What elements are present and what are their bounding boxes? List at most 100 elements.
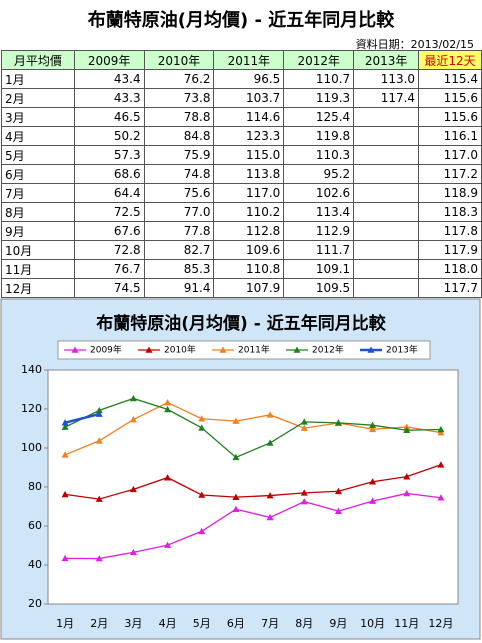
table-cell: 115.4 xyxy=(418,69,482,89)
point-marker xyxy=(164,541,172,548)
point-marker xyxy=(129,485,137,493)
legend-marker xyxy=(293,346,301,353)
point-marker xyxy=(198,491,206,498)
point-marker xyxy=(266,513,274,521)
page-title: 布蘭特原油(月均價) - 近五年同月比較 xyxy=(87,10,395,31)
table-cell: 75.9 xyxy=(143,145,215,165)
x-tick-label: 12月 xyxy=(428,617,453,630)
table-cell: 82.7 xyxy=(143,240,215,260)
table-cell: 117.9 xyxy=(418,240,482,260)
x-tick-label: 9月 xyxy=(329,617,347,630)
table-cell xyxy=(353,221,420,241)
point-marker xyxy=(95,555,103,562)
y-tick-label: 120 xyxy=(21,402,42,415)
table-cell: 119.3 xyxy=(283,88,355,108)
table-cell: 109.5 xyxy=(283,278,355,298)
point-marker xyxy=(403,423,411,430)
table-cell: 117.8 xyxy=(418,221,482,241)
table-cell: 85.3 xyxy=(143,259,215,279)
point-marker xyxy=(95,410,103,417)
table-cell: 112.9 xyxy=(283,221,355,241)
table-row: 月平均價 2009年 2010年 2011年 2012年 2013年 最近12天 xyxy=(1,50,482,70)
table-cell: 117.0 xyxy=(213,183,285,203)
table-cell: 5月 xyxy=(1,145,75,165)
table-cell: 12月 xyxy=(1,278,75,298)
table-cell: 11月 xyxy=(1,259,75,279)
point-marker xyxy=(232,505,240,513)
table-cell: 2009年 xyxy=(73,50,145,70)
point-marker xyxy=(403,426,411,434)
table-cell: 64.4 xyxy=(73,183,145,203)
x-tick-label: 7月 xyxy=(261,617,279,630)
plot-area xyxy=(47,369,459,605)
table-cell xyxy=(353,126,420,146)
table-row: 4月 50.2 84.8 123.3 119.8 116.1 xyxy=(1,126,482,146)
table-cell: 76.2 xyxy=(143,69,215,89)
table-cell: 74.5 xyxy=(73,278,145,298)
table-row: 3月 46.5 78.8 114.6 125.4 115.6 xyxy=(1,107,482,127)
x-tick-label: 5月 xyxy=(193,617,211,630)
point-marker xyxy=(129,394,137,402)
table-cell: 43.3 xyxy=(73,88,145,108)
point-marker xyxy=(300,498,308,505)
table-cell: 95.2 xyxy=(283,164,355,184)
table-cell: 8月 xyxy=(1,202,75,222)
table-cell: 113.0 xyxy=(353,69,420,89)
table-cell: 68.6 xyxy=(73,164,145,184)
table-cell xyxy=(353,240,420,260)
point-marker xyxy=(61,423,69,430)
table-cell: 125.4 xyxy=(283,107,355,127)
table-cell: 4月 xyxy=(1,126,75,146)
table-row: 1月 43.4 76.2 96.5 110.7 113.0 115.4 xyxy=(1,69,482,89)
point-marker xyxy=(198,424,206,431)
table-row: 12月 74.5 91.4 107.9 109.5 117.7 xyxy=(1,278,482,298)
table-cell: 77.8 xyxy=(143,221,215,241)
x-tick-label: 3月 xyxy=(124,617,142,630)
point-marker xyxy=(95,495,103,502)
table-cell: 110.8 xyxy=(213,259,285,279)
table-cell: 1月 xyxy=(1,69,75,89)
table-cell xyxy=(353,278,420,298)
point-marker xyxy=(95,406,103,414)
chart-title: 布蘭特原油(月均價) - 近五年同月比較 xyxy=(96,313,386,334)
point-marker xyxy=(232,493,240,500)
point-marker xyxy=(334,507,342,514)
series-line xyxy=(64,397,441,459)
table-cell xyxy=(353,202,420,222)
table-cell: 107.9 xyxy=(213,278,285,298)
table-cell xyxy=(353,107,420,127)
point-marker xyxy=(369,478,377,485)
table-cell: 2月 xyxy=(1,88,75,108)
table-cell: 116.1 xyxy=(418,126,482,146)
table-cell: 84.8 xyxy=(143,126,215,146)
table-row: 10月 72.8 82.7 109.6 111.7 117.9 xyxy=(1,240,482,260)
legend-marker xyxy=(219,346,227,353)
table-cell: 103.7 xyxy=(213,88,285,108)
point-marker xyxy=(129,548,137,556)
table-cell: 117.4 xyxy=(353,88,420,108)
table-cell: 月平均價 xyxy=(1,50,75,70)
point-marker xyxy=(437,425,445,433)
table-cell: 117.2 xyxy=(418,164,482,184)
point-marker xyxy=(164,474,172,481)
table-cell xyxy=(353,164,420,184)
point-marker xyxy=(61,419,69,426)
table-cell: 9月 xyxy=(1,221,75,241)
point-marker xyxy=(129,416,137,423)
y-tick-label: 60 xyxy=(28,519,42,532)
table-cell: 57.3 xyxy=(73,145,145,165)
point-marker xyxy=(232,453,240,461)
x-tick-label: 10月 xyxy=(360,617,385,630)
point-marker xyxy=(266,492,274,499)
point-marker xyxy=(198,527,206,535)
table-cell: 72.8 xyxy=(73,240,145,260)
point-marker xyxy=(403,489,411,497)
x-tick-label: 6月 xyxy=(227,617,245,630)
table-cell: 3月 xyxy=(1,107,75,127)
legend-label: 2013年 xyxy=(386,344,418,356)
table-cell: 91.4 xyxy=(143,278,215,298)
point-marker xyxy=(369,421,377,428)
table-cell: 78.8 xyxy=(143,107,215,127)
point-marker xyxy=(164,405,172,413)
